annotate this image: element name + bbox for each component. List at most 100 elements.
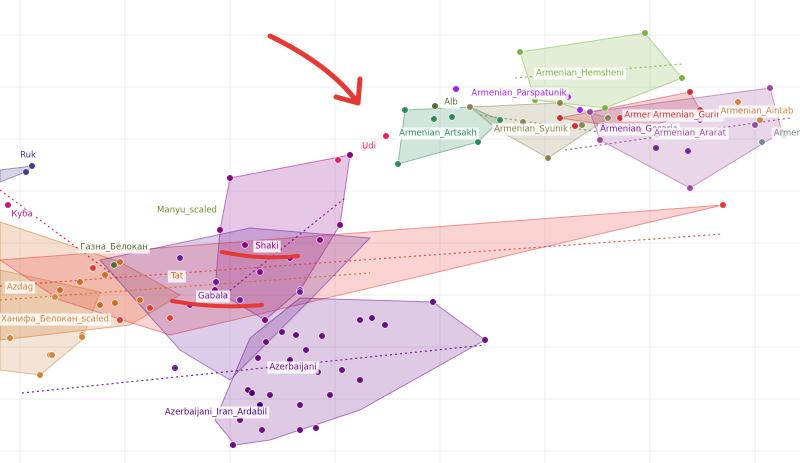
- point-azerbaijani-13: [338, 366, 346, 374]
- point-armenian-ararat-0: [586, 108, 594, 116]
- point-armenian-ararat-6: [751, 121, 759, 129]
- label-background-udi: [360, 140, 378, 153]
- label-armenian-ararat: Armenian_Ararat: [654, 129, 726, 139]
- annotation-layer: [170, 33, 363, 309]
- point-azerbaijani-20: [229, 441, 237, 449]
- label-background-shaki: [253, 240, 281, 253]
- label-azdag: Azdag: [7, 283, 33, 293]
- label-background-armenian-parspatunik: [469, 87, 569, 100]
- arrow-annotation-head: [333, 76, 363, 106]
- underline-annotation-1: [170, 299, 264, 309]
- label-background-armenian-ararat: [652, 127, 729, 140]
- point-azerbaijani-5: [318, 332, 326, 340]
- hull-gabala: [99, 227, 372, 381]
- point-armenian-hemsheni-3: [601, 104, 609, 112]
- label-shaki: Shaki: [255, 242, 278, 252]
- point-shaki-2: [336, 221, 344, 229]
- trend-line-shaki: [217, 197, 346, 301]
- point-газна-белокан-0: [110, 261, 118, 269]
- label-ruk: Ruk: [20, 151, 36, 161]
- point-shaki-10: [256, 268, 264, 276]
- point-dagestan-related-3: [146, 304, 154, 312]
- label-background-azerbaijani-iran-ardabil: [162, 406, 270, 419]
- trend-line-куба: [0, 189, 121, 281]
- point-tat-2: [76, 278, 84, 286]
- label-background-manyu-scaled: [155, 204, 219, 217]
- point-azerbaijani-15: [326, 391, 334, 399]
- point-azerbaijani-2: [356, 316, 364, 324]
- label-azerbaijani: Azerbaijani: [269, 363, 316, 373]
- point-dagestan-related-2: [116, 316, 124, 324]
- point-armenian-aintab-1: [756, 116, 764, 124]
- point-shaki-1: [346, 151, 354, 159]
- label-background-armenian-syunik: [492, 123, 570, 136]
- label-background-газна-белокан: [78, 241, 150, 254]
- point-armenian-ararat-4: [596, 136, 604, 144]
- point-armenian-artsakh-3: [474, 138, 482, 146]
- label-background-alb: [442, 96, 460, 109]
- point-azerbaijani-14: [356, 376, 364, 384]
- point-ruk-0: [28, 162, 36, 170]
- point-azerbaijani-0: [429, 298, 437, 306]
- point-shaki-9: [316, 236, 324, 244]
- point-armenian-parspatunik-0: [452, 85, 460, 93]
- point-azerbaijani-9: [254, 354, 262, 362]
- point-azerbaijani-6: [292, 331, 300, 339]
- label-background-armenian-aintab: [718, 105, 796, 118]
- point-azdag-4: [6, 334, 14, 342]
- label-background-tat: [167, 270, 186, 283]
- label-armenian-hemsheni: Armenian_Hemsheni: [536, 69, 624, 79]
- point-armenian-gurin-0: [556, 114, 564, 122]
- label-armenian-syunik: Armenian_Syunik: [494, 125, 568, 135]
- point-azerbaijani-19: [258, 426, 266, 434]
- point-tat-5: [136, 296, 144, 304]
- point-armenian-hemsheni-0: [516, 48, 524, 56]
- point-dagestan-related-0: [719, 201, 727, 209]
- point-armenian-ararat-1: [766, 84, 774, 92]
- point-armenian-syunik-3: [544, 154, 552, 162]
- hull-tat: [0, 221, 182, 341]
- label-background-ruk: [18, 149, 38, 162]
- point-tat-3: [56, 286, 64, 294]
- point-armenian-parspatunik-2: [576, 106, 584, 114]
- point-azerbaijani-7: [278, 328, 286, 336]
- point-armenian-hemsheni-1: [641, 29, 649, 37]
- point-shaki-0: [226, 174, 234, 182]
- point-alb-0: [431, 102, 439, 110]
- point-armenian-artsakh-0: [401, 106, 409, 114]
- point-armenian-aintab-0: [734, 98, 742, 106]
- label-ханифа-белокан-scaled: Ханифа_Белокан_scaled: [1, 315, 109, 325]
- point-dagestan-related-1: [89, 264, 97, 272]
- point-shaki-6: [216, 226, 224, 234]
- point-azerbaijani-21: [296, 426, 304, 434]
- point-gabala-1: [212, 278, 220, 286]
- label-background-armeni: [771, 127, 800, 140]
- label-armenian-parspatunik: Armenian_Parspatunik: [471, 89, 566, 99]
- hull-shaki: [214, 154, 351, 321]
- label-gabala: Gabala: [198, 292, 228, 302]
- point-armenian-gurin-1: [686, 88, 694, 96]
- point-armenian-ararat-3: [686, 184, 694, 192]
- point-armenian-gurin-5: [616, 114, 624, 122]
- label-background-ханифа-белокан-scaled: [0, 313, 111, 326]
- point-shaki-7: [241, 241, 249, 249]
- label-tat: Tat: [170, 272, 184, 282]
- point-azerbaijani-16: [266, 391, 274, 399]
- point-azdag-0: [51, 293, 59, 301]
- trend-line-tat: [0, 272, 371, 301]
- point-armenian-artsakh-5: [430, 115, 438, 123]
- point-armenian-syunik-0: [466, 103, 474, 111]
- point-azerbaijani-11: [302, 346, 310, 354]
- point-azerbaijani-17: [296, 401, 304, 409]
- label-armenian-gesaria: Armenian_Gesaria: [600, 125, 678, 135]
- label-udi: Udi: [362, 142, 376, 152]
- label-alb: Alb: [444, 98, 458, 108]
- point-azdag-1: [36, 371, 44, 379]
- trend-line-dagestan-related: [0, 233, 724, 287]
- point-armenian-gesaria-3: [652, 144, 660, 152]
- point-tat-6: [96, 301, 104, 309]
- point-azerbaijani-8: [262, 338, 270, 346]
- point-gabala-3: [296, 288, 304, 296]
- point-armeni-0: [758, 138, 766, 146]
